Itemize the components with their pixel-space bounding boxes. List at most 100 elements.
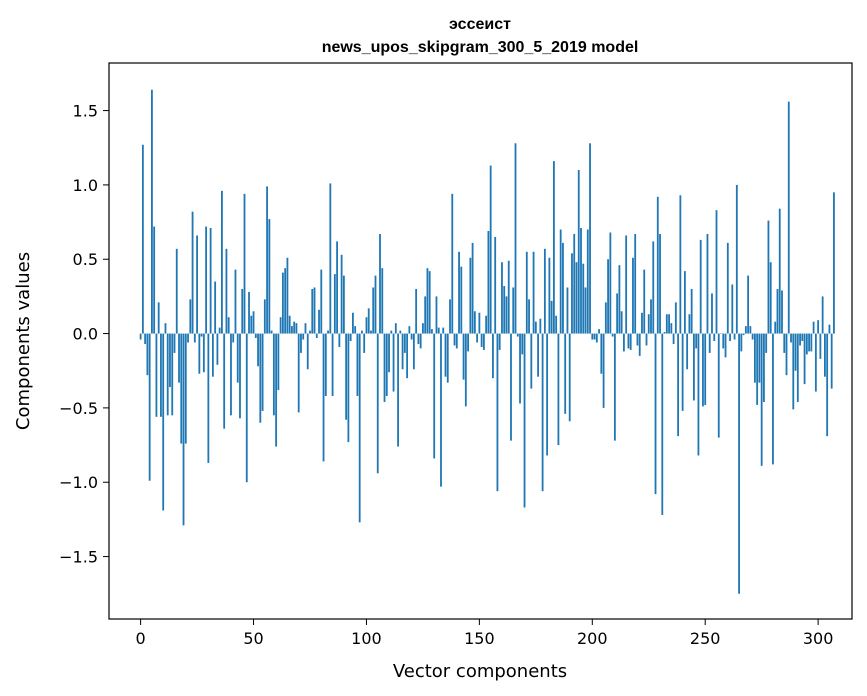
bar-33 <box>214 281 217 334</box>
bar-80 <box>320 269 323 334</box>
bar-226 <box>650 299 652 334</box>
bar-197 <box>584 287 587 334</box>
bar-86 <box>333 274 336 334</box>
bar-139 <box>453 333 456 346</box>
bar-244 <box>690 288 693 334</box>
bar-158 <box>496 333 499 492</box>
bar-155 <box>489 165 492 334</box>
bar-293 <box>801 333 804 341</box>
bar-264 <box>735 184 738 334</box>
bar-94 <box>352 312 354 334</box>
bar-119 <box>408 326 411 334</box>
bar-297 <box>810 333 813 352</box>
bar-151 <box>480 333 483 347</box>
bar-23 <box>191 211 194 334</box>
bar-239 <box>679 195 682 334</box>
bar-120 <box>410 333 413 340</box>
y-tick-label: −1.0 <box>59 473 98 492</box>
x-axis-label: Vector components <box>393 661 567 682</box>
bar-274 <box>758 333 761 383</box>
bar-126 <box>424 296 427 334</box>
bar-167 <box>516 333 519 337</box>
bar-62 <box>279 317 282 334</box>
bar-258 <box>722 333 725 349</box>
x-tick-label: 150 <box>464 629 495 648</box>
bar-250 <box>704 333 707 405</box>
bar-60 <box>275 333 278 447</box>
bar-141 <box>458 251 460 334</box>
bar-195 <box>580 228 582 334</box>
bar-235 <box>670 323 673 334</box>
bar-210 <box>613 333 616 441</box>
bar-3 <box>146 333 149 376</box>
bar-24 <box>193 333 196 343</box>
bar-9 <box>160 333 162 417</box>
bar-303 <box>824 333 826 377</box>
bar-202 <box>595 333 598 343</box>
bar-138 <box>451 193 454 334</box>
bar-279 <box>769 262 772 334</box>
bar-55 <box>263 299 266 334</box>
bar-183 <box>552 161 555 334</box>
bar-93 <box>349 333 352 341</box>
x-tick-label: 0 <box>136 629 146 648</box>
bar-51 <box>254 333 257 339</box>
bar-267 <box>742 333 745 336</box>
bar-26 <box>198 333 201 374</box>
bar-113 <box>394 323 397 334</box>
x-tick-label: 100 <box>351 629 382 648</box>
bar-65 <box>286 257 289 334</box>
bar-186 <box>559 229 562 334</box>
bar-30 <box>207 333 210 463</box>
bar-220 <box>636 333 639 346</box>
bar-61 <box>277 333 280 391</box>
bar-19 <box>182 333 185 526</box>
bar-63 <box>281 272 284 334</box>
bar-91 <box>345 333 348 420</box>
bar-135 <box>444 333 447 377</box>
bar-229 <box>656 196 659 334</box>
bar-11 <box>164 323 167 334</box>
bar-95 <box>354 326 357 334</box>
bar-72 <box>302 333 305 340</box>
bar-296 <box>808 333 810 352</box>
bar-240 <box>681 333 684 411</box>
bar-223 <box>643 269 646 334</box>
bar-292 <box>799 333 801 346</box>
bar-76 <box>311 288 314 334</box>
bar-192 <box>573 233 576 334</box>
bar-25 <box>196 235 198 334</box>
bar-196 <box>582 263 585 334</box>
bar-75 <box>309 330 311 334</box>
bar-103 <box>372 287 375 334</box>
bar-184 <box>555 315 558 334</box>
bar-90 <box>342 275 345 334</box>
x-tick-label: 250 <box>690 629 721 648</box>
bar-79 <box>318 309 320 334</box>
bar-182 <box>550 300 553 334</box>
bar-177 <box>539 318 542 334</box>
bar-123 <box>417 333 420 344</box>
bar-289 <box>792 333 795 410</box>
y-tick-label: 1.0 <box>73 176 98 195</box>
bar-73 <box>304 323 307 334</box>
bar-5 <box>151 89 153 334</box>
bar-130 <box>433 333 436 459</box>
bar-278 <box>767 220 770 334</box>
bar-164 <box>510 333 512 441</box>
bar-204 <box>600 333 603 374</box>
bar-187 <box>562 242 564 334</box>
bar-115 <box>399 330 402 334</box>
bar-300 <box>817 320 820 334</box>
bar-245 <box>693 333 695 401</box>
bar-69 <box>295 323 298 334</box>
bar-216 <box>627 333 630 349</box>
bar-58 <box>270 330 273 334</box>
bar-118 <box>406 333 409 379</box>
bar-284 <box>781 290 783 334</box>
bar-78 <box>315 333 318 339</box>
bar-140 <box>455 333 458 349</box>
bar-191 <box>571 253 573 334</box>
bar-4 <box>148 333 151 481</box>
bar-12 <box>166 333 169 416</box>
